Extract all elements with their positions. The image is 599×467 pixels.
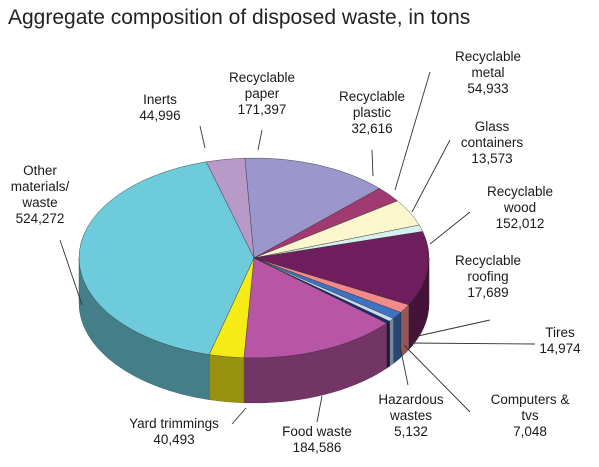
slice-name-label: Recyclable bbox=[455, 253, 521, 268]
slice-value-label: 54,933 bbox=[467, 81, 508, 96]
slice-name-label: containers bbox=[461, 135, 524, 150]
slice-name-label: roofing bbox=[467, 269, 508, 284]
slice-value-label: 524,272 bbox=[16, 211, 65, 226]
slice-name-label: Recyclable bbox=[455, 49, 521, 64]
slice-name-label: Hazardous bbox=[378, 392, 444, 407]
slice-name-label: plastic bbox=[353, 105, 392, 120]
slice-value-label: 184,586 bbox=[293, 440, 342, 455]
leader-line-inerts bbox=[199, 125, 206, 149]
slice-side-tires bbox=[393, 311, 402, 365]
slice-value-label: 40,493 bbox=[153, 432, 194, 447]
slice-name-label: Inerts bbox=[143, 92, 177, 107]
slice-name-label: waste bbox=[21, 195, 57, 210]
slice-name-label: tvs bbox=[521, 408, 539, 423]
leader-line-yard-trimmings bbox=[231, 407, 247, 425]
slice-name-label: wastes bbox=[389, 408, 432, 423]
slice-label-recyclable-plastic: Recyclable plastic 32,616 bbox=[339, 89, 405, 136]
slice-name-label: Glass bbox=[475, 119, 510, 134]
slice-side-computers-tvs bbox=[389, 318, 394, 367]
slice-name-label: Computers & bbox=[491, 392, 570, 407]
slice-label-hazardous-wastes: Hazardous wastes 5,132 bbox=[378, 392, 444, 439]
slice-label-recyclable-paper: Recyclable paper 171,397 bbox=[229, 70, 295, 117]
chart-title: Aggregate composition of disposed waste,… bbox=[8, 6, 470, 29]
slice-label-yard-trimmings: Yard trimmings 40,493 bbox=[129, 416, 219, 447]
slice-label-tires: Tires 14,974 bbox=[539, 325, 581, 356]
leader-line-recyclable-roofing bbox=[417, 319, 491, 337]
slice-label-inerts: Inerts 44,996 bbox=[139, 92, 180, 123]
slice-name-label: Recyclable bbox=[487, 184, 553, 199]
slice-label-food-waste: Food waste 184,586 bbox=[282, 424, 352, 455]
leader-line-other-materials-waste bbox=[59, 239, 83, 306]
slice-side-yard-trimmings bbox=[208, 354, 245, 404]
slice-value-label: 32,616 bbox=[351, 121, 392, 136]
slice-other-materials-waste bbox=[78, 161, 255, 355]
slice-value-label: 171,397 bbox=[238, 102, 287, 117]
slice-food-waste bbox=[243, 257, 388, 359]
slice-name-label: Other bbox=[23, 163, 57, 178]
leader-line-computers-tvs bbox=[403, 344, 471, 413]
slice-value-label: 14,974 bbox=[539, 341, 581, 356]
slice-name-label: Tires bbox=[545, 325, 575, 340]
leader-line-recyclable-metal bbox=[394, 71, 431, 191]
slice-name-label: Yard trimmings bbox=[129, 416, 219, 431]
slice-name-label: Recyclable bbox=[229, 70, 295, 85]
leader-line-recyclable-wood bbox=[429, 211, 471, 245]
slice-label-glass-containers: Glass containers 13,573 bbox=[461, 119, 524, 166]
slice-name-label: paper bbox=[245, 86, 280, 101]
slice-label-recyclable-roofing: Recyclable roofing 17,689 bbox=[455, 253, 521, 300]
slice-recyclable-wood bbox=[253, 231, 430, 306]
slice-value-label: 152,012 bbox=[496, 216, 545, 231]
slice-value-label: 44,996 bbox=[139, 108, 180, 123]
leader-line-recyclable-plastic bbox=[371, 149, 374, 177]
slice-value-label: 17,689 bbox=[467, 285, 508, 300]
pie-sides bbox=[78, 257, 430, 404]
slice-value-label: 5,132 bbox=[394, 424, 428, 439]
leader-line-glass-containers bbox=[411, 139, 451, 213]
leader-line-hazardous-wastes bbox=[399, 345, 409, 386]
slice-value-label: 7,048 bbox=[513, 424, 547, 439]
slice-inerts bbox=[205, 157, 255, 259]
slice-side-recyclable-roofing bbox=[400, 304, 409, 358]
slice-label-recyclable-wood: Recyclable wood 152,012 bbox=[487, 184, 553, 231]
leader-line-recyclable-paper bbox=[257, 129, 263, 151]
slice-label-recyclable-metal: Recyclable metal 54,933 bbox=[455, 49, 521, 96]
leader-line-food-waste bbox=[316, 395, 323, 423]
slice-name-label: materials/ bbox=[11, 179, 70, 194]
slice-value-label: 13,573 bbox=[471, 151, 512, 166]
slice-label-other-materials-waste: Other materials/waste 524,272 bbox=[11, 163, 70, 226]
pie-slices bbox=[78, 157, 430, 359]
slice-side-hazardous-wastes bbox=[386, 320, 390, 369]
slice-recyclable-paper bbox=[244, 157, 380, 259]
leader-lines bbox=[59, 71, 536, 425]
slice-name-label: Recyclable bbox=[339, 89, 405, 104]
leader-line-tires bbox=[409, 342, 536, 345]
slice-name-label: wood bbox=[503, 200, 536, 215]
slice-name-label: Food waste bbox=[282, 424, 352, 439]
slice-name-label: metal bbox=[471, 65, 504, 80]
slice-label-computers-tvs: Computers & tvs 7,048 bbox=[491, 392, 570, 439]
